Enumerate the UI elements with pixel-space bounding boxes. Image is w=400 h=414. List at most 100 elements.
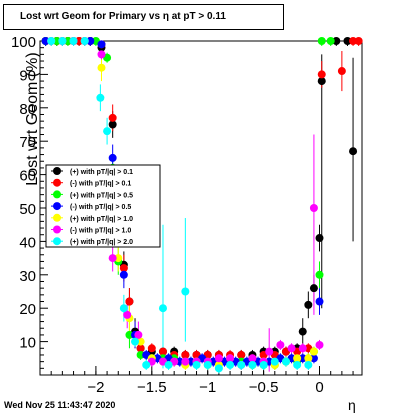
data-point-series-6 <box>119 304 128 313</box>
data-point-series-0 <box>349 147 358 156</box>
legend-box <box>45 164 161 248</box>
chart-title: Lost wrt Geom for Primary vs η at pT > 0… <box>20 11 226 22</box>
y-axis-label: Lost wrt Geom (%) <box>24 52 41 186</box>
data-point-series-0 <box>108 120 117 129</box>
x-tick-label: −2 <box>87 379 104 396</box>
data-point-series-5 <box>214 354 223 363</box>
data-point-series-5 <box>265 347 274 356</box>
data-point-series-6 <box>69 37 78 45</box>
data-point-series-5 <box>123 310 132 319</box>
legend-marker <box>53 167 61 175</box>
y-tick-label: 20 <box>19 301 36 318</box>
legend-entry-label: (+) with pT/|q| > 0.5 <box>70 192 133 199</box>
x-tick-label: −1 <box>199 379 216 396</box>
data-point-series-4 <box>114 254 123 263</box>
data-point-series-6 <box>281 357 290 366</box>
data-point-series-6 <box>58 37 67 45</box>
data-point-series-3 <box>309 354 318 363</box>
data-point-series-2 <box>315 270 324 279</box>
data-point-series-3 <box>315 297 324 306</box>
data-point-series-4 <box>136 337 145 346</box>
data-point-series-6 <box>270 357 279 366</box>
chart-title-box: Lost wrt Geom for Primary vs η at pT > 0… <box>3 4 284 30</box>
data-point-series-5 <box>97 50 106 59</box>
data-point-series-4 <box>304 354 313 363</box>
data-point-series-5 <box>298 344 307 353</box>
data-point-series-6 <box>226 360 235 369</box>
data-point-series-1 <box>158 347 167 356</box>
y-tick-label: 60 <box>19 168 36 185</box>
y-tick-label: 80 <box>19 101 36 118</box>
data-point-series-2 <box>136 350 145 359</box>
data-point-series-2 <box>52 37 61 45</box>
legend-marker <box>53 213 61 222</box>
data-point-series-0 <box>315 234 324 243</box>
data-point-series-5 <box>315 340 324 349</box>
data-point-series-2 <box>125 330 134 339</box>
y-tick-label: 50 <box>19 201 36 218</box>
data-point-series-0 <box>343 37 352 45</box>
data-point-series-2 <box>326 37 335 45</box>
legend-marker <box>53 178 61 187</box>
data-point-series-6 <box>103 127 112 136</box>
legend-entry-label: (+) with pT/|q| > 2.0 <box>70 239 133 246</box>
data-point-series-3 <box>97 40 106 49</box>
data-point-series-3 <box>119 270 128 279</box>
data-point-series-6 <box>237 360 246 369</box>
data-point-series-6 <box>47 37 56 45</box>
data-point-series-0 <box>309 284 318 293</box>
data-point-series-1 <box>136 344 145 353</box>
data-point-series-6 <box>293 360 302 369</box>
data-point-series-6 <box>203 360 212 369</box>
data-point-series-6 <box>181 287 190 296</box>
data-point-series-4 <box>97 63 106 72</box>
legend-entry-label: (-) with pT/|q| > 0.1 <box>70 181 131 188</box>
data-point-series-1 <box>125 297 134 306</box>
x-tick-label: −0.5 <box>249 379 279 396</box>
data-point-series-6 <box>131 337 140 346</box>
y-tick-label: 10 <box>19 335 36 352</box>
legend-marker <box>53 225 61 234</box>
legend-entry-label: (-) with pT/|q| > 0.5 <box>70 204 131 211</box>
data-point-series-0 <box>332 37 341 45</box>
data-point-series-0 <box>298 327 307 336</box>
y-tick-label: 40 <box>19 234 36 251</box>
data-point-series-0 <box>317 77 326 86</box>
y-tick-label: 100 <box>11 34 36 51</box>
data-point-series-6 <box>248 360 257 369</box>
data-point-series-1 <box>181 350 190 359</box>
data-point-series-3 <box>298 354 307 363</box>
y-tick-label: 90 <box>19 67 36 84</box>
data-point-series-1 <box>337 67 346 76</box>
legend-entry-label: (+) with pT/|q| > 1.0 <box>70 216 133 223</box>
data-point-series-4 <box>309 347 318 356</box>
data-point-series-6 <box>158 304 167 313</box>
data-point-series-1 <box>237 350 246 359</box>
data-point-series-1 <box>317 70 326 79</box>
data-point-series-1 <box>108 113 117 122</box>
data-point-series-3 <box>108 153 117 162</box>
data-point-series-6 <box>96 93 105 102</box>
data-point-series-5 <box>309 204 318 212</box>
data-point-series-6 <box>192 360 201 369</box>
data-point-series-6 <box>259 360 268 369</box>
data-point-series-1 <box>119 264 128 273</box>
data-point-series-2 <box>63 37 72 45</box>
data-point-series-5 <box>287 344 296 353</box>
x-axis-label: η <box>348 397 356 413</box>
legend-marker <box>53 202 61 211</box>
data-point-series-3 <box>41 37 50 45</box>
data-point-series-5 <box>181 357 190 366</box>
data-point-series-1 <box>349 37 358 45</box>
data-point-series-3 <box>86 37 95 45</box>
data-point-series-6 <box>142 360 151 369</box>
data-point-series-6 <box>214 364 223 373</box>
data-point-series-5 <box>276 340 285 349</box>
data-point-series-1 <box>75 37 84 45</box>
data-point-series-1 <box>147 344 156 353</box>
legend-entry-label: (+) with pT/|q| > 0.1 <box>70 169 133 176</box>
data-point-series-0 <box>304 300 313 309</box>
data-point-series-5 <box>226 354 235 363</box>
data-point-series-5 <box>248 354 257 363</box>
